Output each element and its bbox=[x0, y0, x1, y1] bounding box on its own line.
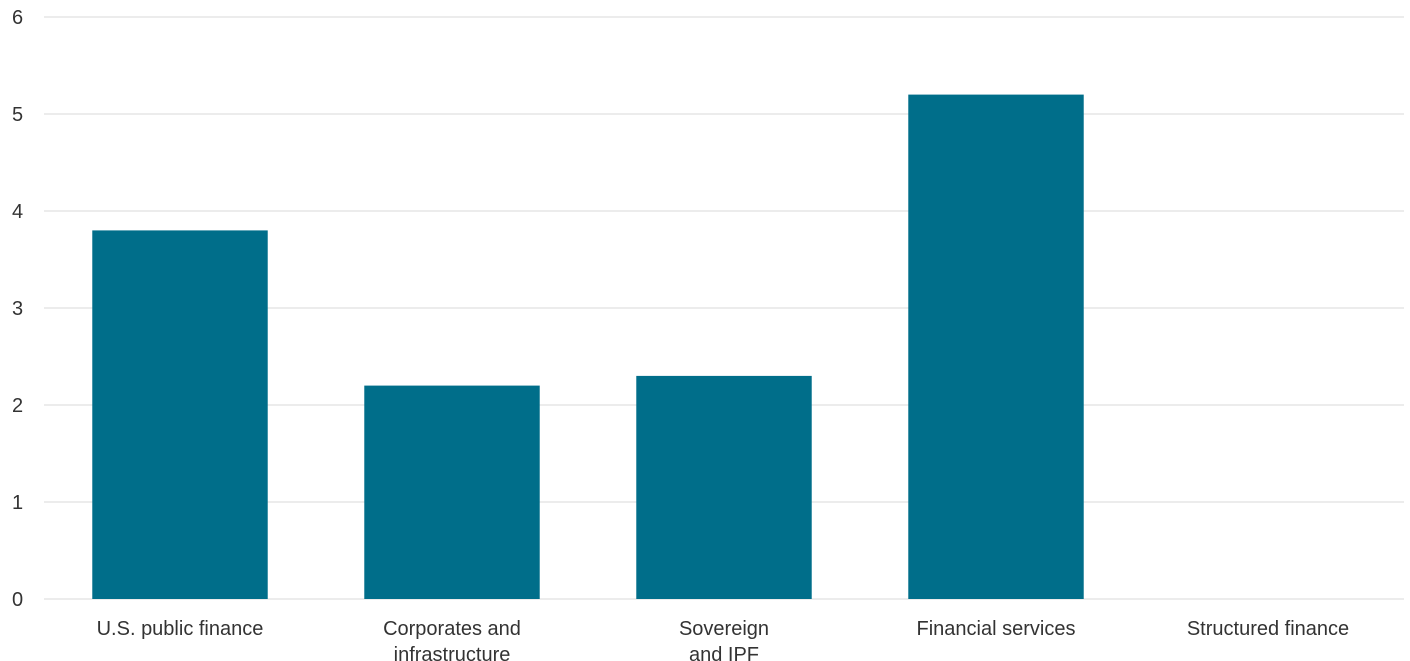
y-tick-label: 3 bbox=[12, 298, 23, 320]
bar bbox=[908, 94, 1084, 599]
x-category-label: Sovereign and IPF bbox=[679, 618, 769, 661]
y-axis-tick-labels: 0 1 2 3 4 5 6 bbox=[12, 7, 23, 611]
y-tick-label: 2 bbox=[12, 395, 23, 417]
y-tick-label: 4 bbox=[12, 201, 23, 223]
y-tick-label: 1 bbox=[12, 492, 23, 514]
y-tick-label: 6 bbox=[12, 7, 23, 29]
x-category-label-line: Financial services bbox=[917, 618, 1076, 640]
x-category-label: Financial services bbox=[917, 618, 1076, 640]
x-category-label: Corporates and infrastructure bbox=[383, 618, 521, 661]
x-category-label: Structured finance bbox=[1187, 618, 1349, 640]
x-category-label: U.S. public finance bbox=[97, 618, 264, 640]
x-category-label-line: Corporates and bbox=[383, 618, 521, 640]
x-category-label-line: U.S. public finance bbox=[97, 618, 264, 640]
bar bbox=[92, 230, 268, 599]
bar bbox=[636, 375, 812, 599]
y-tick-label: 5 bbox=[12, 104, 23, 126]
bar bbox=[364, 385, 540, 599]
x-axis-category-labels: U.S. public finance Corporates and infrast… bbox=[97, 618, 1350, 661]
y-tick-label: 0 bbox=[12, 589, 23, 611]
x-category-label-line: Sovereign bbox=[679, 618, 769, 640]
x-category-label-line: Structured finance bbox=[1187, 618, 1349, 640]
bars bbox=[92, 94, 1084, 599]
x-category-label-line: and IPF bbox=[689, 644, 759, 661]
x-category-label-line: infrastructure bbox=[394, 644, 511, 661]
